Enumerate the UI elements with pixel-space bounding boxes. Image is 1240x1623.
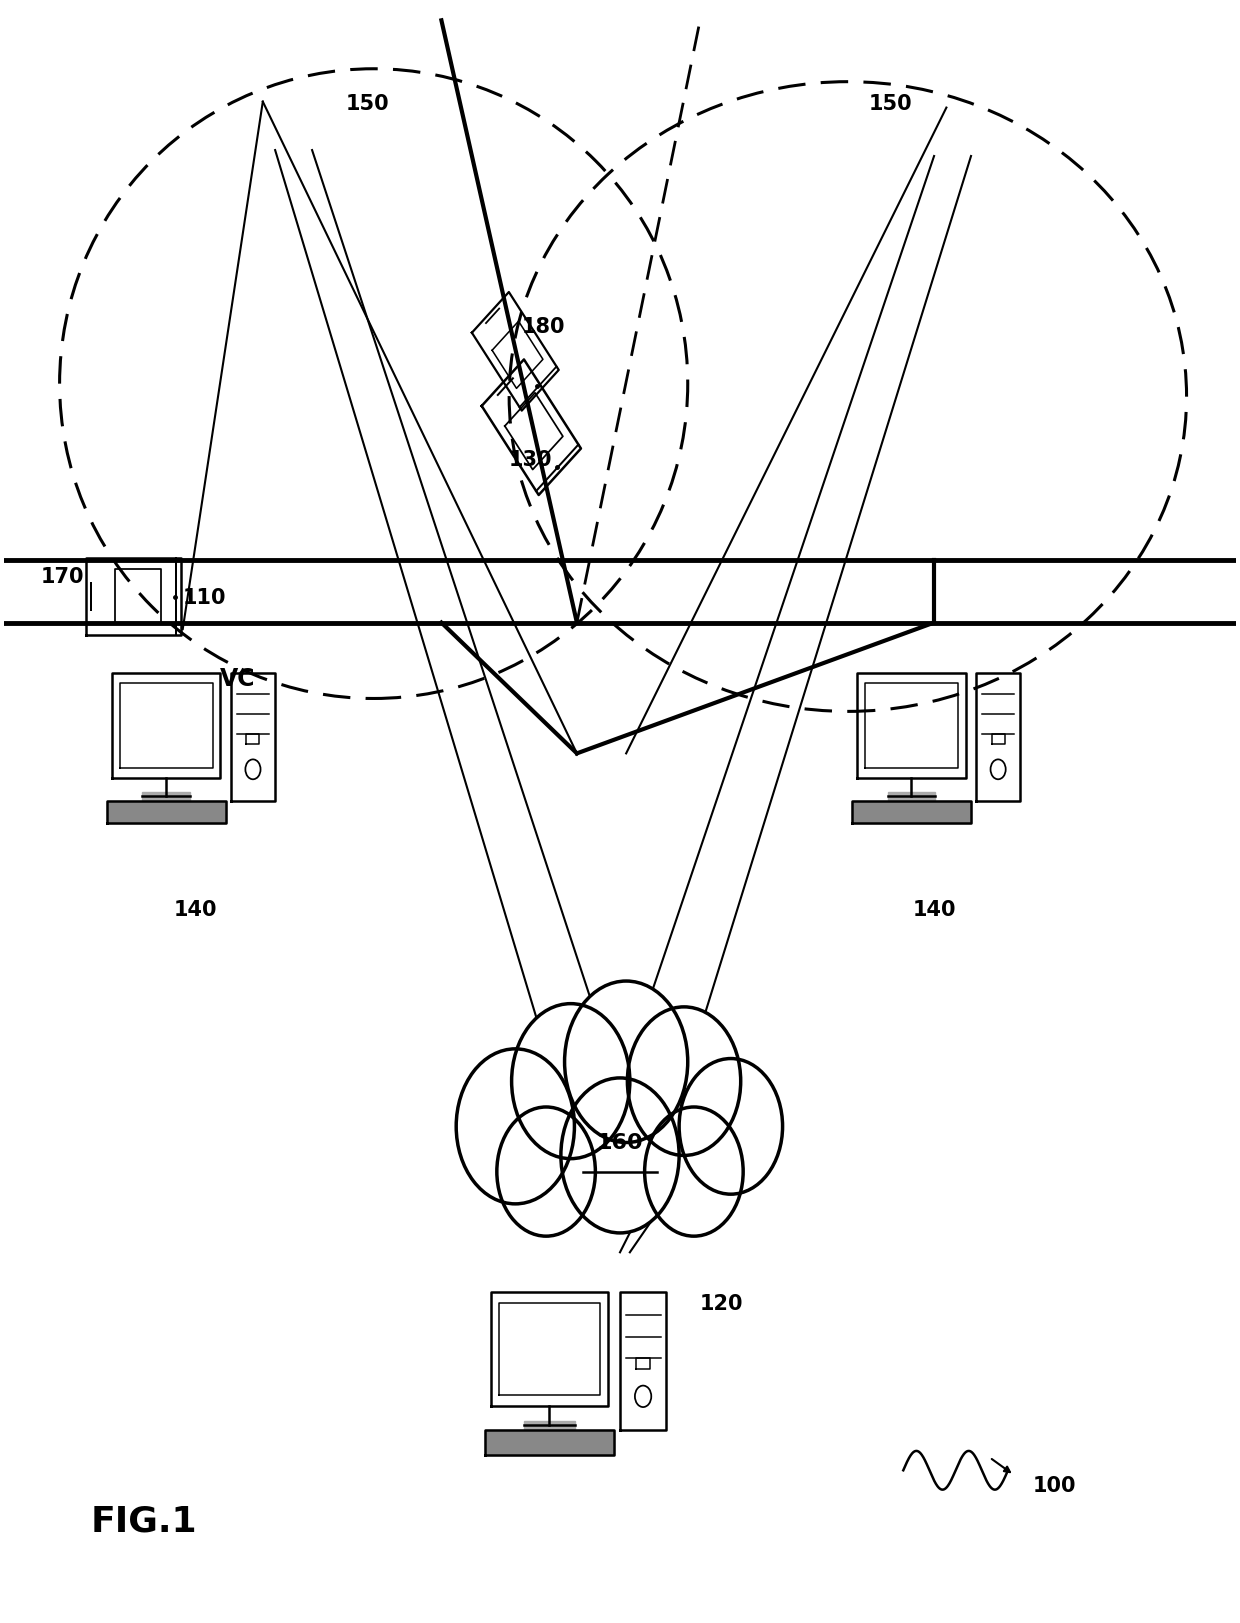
Text: 170: 170 — [41, 568, 84, 588]
Text: 130: 130 — [510, 450, 553, 469]
Text: 120: 120 — [701, 1294, 744, 1315]
Bar — [107, 800, 226, 823]
Text: 110: 110 — [182, 589, 226, 609]
Text: 140: 140 — [913, 901, 956, 920]
Circle shape — [497, 1107, 595, 1237]
Circle shape — [645, 1107, 743, 1237]
Text: 150: 150 — [869, 94, 913, 114]
Bar — [852, 800, 971, 823]
Text: FIG.1: FIG.1 — [91, 1505, 197, 1539]
Bar — [143, 792, 190, 802]
Circle shape — [627, 1006, 740, 1156]
Circle shape — [680, 1058, 782, 1195]
Text: 180: 180 — [522, 316, 565, 338]
Text: VC: VC — [219, 667, 255, 691]
Text: 150: 150 — [346, 94, 389, 114]
Text: 160: 160 — [596, 1133, 644, 1152]
Circle shape — [456, 1048, 574, 1204]
Circle shape — [560, 1078, 680, 1233]
Bar — [485, 1430, 614, 1454]
Text: 140: 140 — [174, 901, 217, 920]
Bar — [888, 792, 935, 802]
Circle shape — [564, 980, 688, 1143]
Circle shape — [512, 1003, 630, 1159]
Text: 100: 100 — [1033, 1477, 1076, 1496]
Bar — [523, 1420, 575, 1431]
